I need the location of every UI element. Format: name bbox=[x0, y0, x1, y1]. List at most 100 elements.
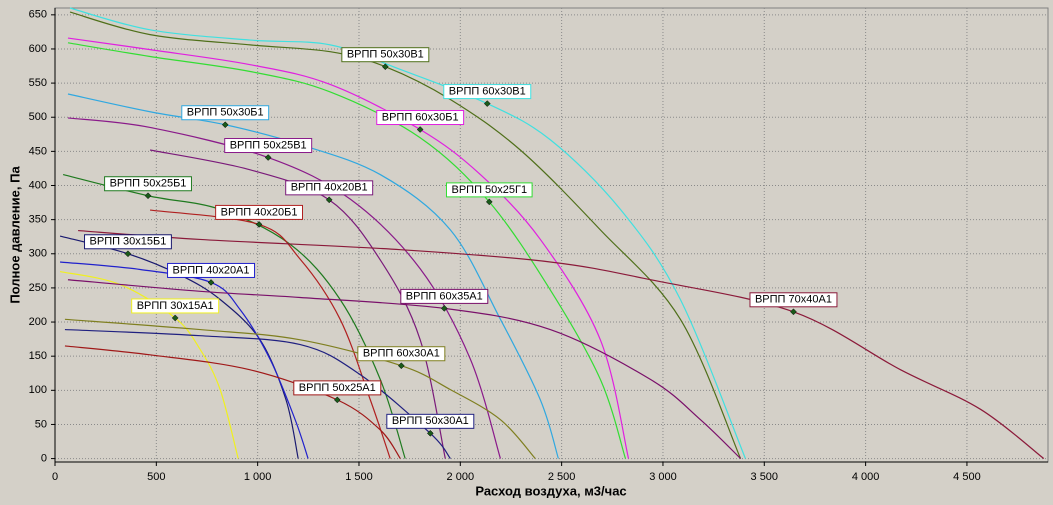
point-marker bbox=[426, 429, 434, 437]
series-line bbox=[67, 117, 502, 459]
y-tick-label: 0 bbox=[41, 452, 47, 464]
point-marker bbox=[124, 250, 132, 258]
y-tick-label: 600 bbox=[29, 43, 47, 55]
legend-label: ВРПП 60x30А1 bbox=[363, 348, 440, 360]
legend-label: ВРПП 50x25В1 bbox=[230, 139, 307, 151]
y-tick-label: 300 bbox=[29, 248, 47, 260]
legend-label: ВРПП 50x25Г1 bbox=[451, 184, 527, 196]
point-marker bbox=[255, 221, 263, 228]
series-label: ВРПП 50x30А1 bbox=[386, 413, 475, 429]
legend-label: ВРПП 40x20В1 bbox=[291, 182, 368, 194]
point-marker bbox=[325, 196, 333, 204]
label-box bbox=[285, 180, 374, 196]
series-label: ВРПП 50x25Б1 bbox=[104, 176, 192, 192]
x-tick-label: 0 bbox=[52, 471, 58, 483]
label-box bbox=[749, 292, 838, 308]
series-line bbox=[78, 229, 1045, 460]
point-marker bbox=[381, 63, 389, 71]
series-label: ВРПП 60x30В1 bbox=[443, 84, 532, 100]
series-label: ВРПП 50x30В1 bbox=[341, 47, 430, 63]
legend-label: ВРПП 50x25А1 bbox=[299, 382, 376, 394]
label-box bbox=[224, 138, 313, 154]
point-marker bbox=[440, 305, 448, 312]
x-tick-label: 2 500 bbox=[548, 471, 576, 483]
y-tick-label: 450 bbox=[29, 145, 47, 157]
x-tick-label: 2 000 bbox=[447, 471, 475, 483]
series-label: ВРПП 60x30Б1 bbox=[376, 110, 465, 126]
point-marker bbox=[397, 362, 405, 370]
series-label: ВРПП 40x20А1 bbox=[167, 262, 256, 278]
point-marker bbox=[264, 154, 272, 161]
point-marker bbox=[221, 121, 229, 129]
label-box bbox=[181, 105, 270, 121]
legend-label: ВРПП 30x15Б1 bbox=[90, 236, 167, 248]
legend-label: ВРПП 50x30А1 bbox=[392, 415, 469, 427]
y-tick-label: 650 bbox=[29, 9, 47, 21]
point-marker bbox=[171, 314, 179, 322]
y-axis-title: Полное давление, Па bbox=[7, 166, 22, 304]
plot-area bbox=[54, 7, 1049, 463]
legend-label: ВРПП 50x30В1 bbox=[347, 49, 424, 61]
series-label: ВРПП 30x15А1 bbox=[131, 298, 220, 314]
label-box bbox=[341, 47, 430, 63]
label-box bbox=[400, 288, 489, 304]
series-line bbox=[149, 149, 446, 459]
label-box bbox=[386, 413, 475, 429]
series-line bbox=[64, 345, 401, 459]
label-box bbox=[357, 346, 446, 362]
x-tick-label: 500 bbox=[147, 471, 165, 483]
x-tick-label: 3 500 bbox=[751, 471, 779, 483]
point-marker bbox=[416, 126, 424, 133]
label-box bbox=[104, 176, 192, 192]
series-label: ВРПП 60x30А1 bbox=[357, 346, 446, 362]
label-box bbox=[167, 262, 256, 278]
series-label: ВРПП 50x25А1 bbox=[293, 380, 382, 396]
series-label: ВРПП 50x30Б1 bbox=[181, 105, 270, 121]
label-box bbox=[443, 84, 532, 100]
legend-label: ВРПП 40x20А1 bbox=[173, 264, 250, 276]
point-marker bbox=[790, 308, 797, 316]
x-tick-label: 1 500 bbox=[345, 471, 373, 483]
y-tick-label: 150 bbox=[29, 350, 47, 362]
series-label: ВРПП 50x25В1 bbox=[224, 138, 313, 154]
x-tick-label: 3 000 bbox=[649, 471, 677, 483]
legend-label: ВРПП 50x25Б1 bbox=[110, 178, 187, 190]
y-tick-label: 250 bbox=[29, 282, 47, 294]
y-tick-label: 400 bbox=[29, 179, 47, 191]
series-label: ВРПП 40x20Б1 bbox=[215, 204, 304, 220]
label-box bbox=[445, 182, 533, 198]
y-tick-label: 200 bbox=[29, 316, 47, 328]
point-marker bbox=[483, 100, 491, 107]
legend-label: ВРПП 60x35А1 bbox=[406, 290, 483, 302]
point-marker bbox=[485, 198, 493, 206]
label-box bbox=[84, 234, 172, 250]
legend-label: ВРПП 50x30Б1 bbox=[187, 107, 264, 119]
point-marker bbox=[144, 192, 152, 200]
x-axis-title: Расход воздуха, м3/час bbox=[475, 483, 626, 498]
label-box bbox=[293, 380, 382, 396]
legend-label: ВРПП 60x30В1 bbox=[449, 85, 526, 97]
labels: ВРПП 60x30В1 ВРПП 50x30В1 ВРПП 60x30Б1 ВРПП… bbox=[84, 47, 838, 437]
series-line bbox=[67, 42, 627, 459]
series-label: ВРПП 50x25Г1 bbox=[445, 182, 533, 198]
series-label: ВРПП 70x40А1 bbox=[749, 292, 838, 308]
point-marker bbox=[207, 279, 215, 286]
x-tick-label: 4 500 bbox=[953, 471, 981, 483]
x-tick-label: 1 000 bbox=[244, 471, 272, 483]
series-line bbox=[67, 93, 559, 459]
y-tick-label: 350 bbox=[29, 214, 47, 226]
legend-label: ВРПП 40x20Б1 bbox=[221, 206, 298, 218]
legend-label: ВРПП 70x40А1 bbox=[755, 294, 832, 306]
y-tick-label: 550 bbox=[29, 77, 47, 89]
y-tick-label: 50 bbox=[35, 418, 47, 430]
series-line bbox=[67, 279, 741, 460]
label-box bbox=[215, 204, 304, 220]
series-line bbox=[59, 270, 239, 459]
series-label: ВРПП 40x20В1 bbox=[285, 180, 374, 196]
series-label: ВРПП 60x35А1 bbox=[400, 288, 489, 304]
y-tick-label: 500 bbox=[29, 111, 47, 123]
x-tick-label: 4 000 bbox=[852, 471, 880, 483]
legend-label: ВРПП 60x30Б1 bbox=[382, 111, 459, 123]
series-label: ВРПП 30x15Б1 bbox=[84, 234, 172, 250]
label-box bbox=[376, 110, 465, 126]
